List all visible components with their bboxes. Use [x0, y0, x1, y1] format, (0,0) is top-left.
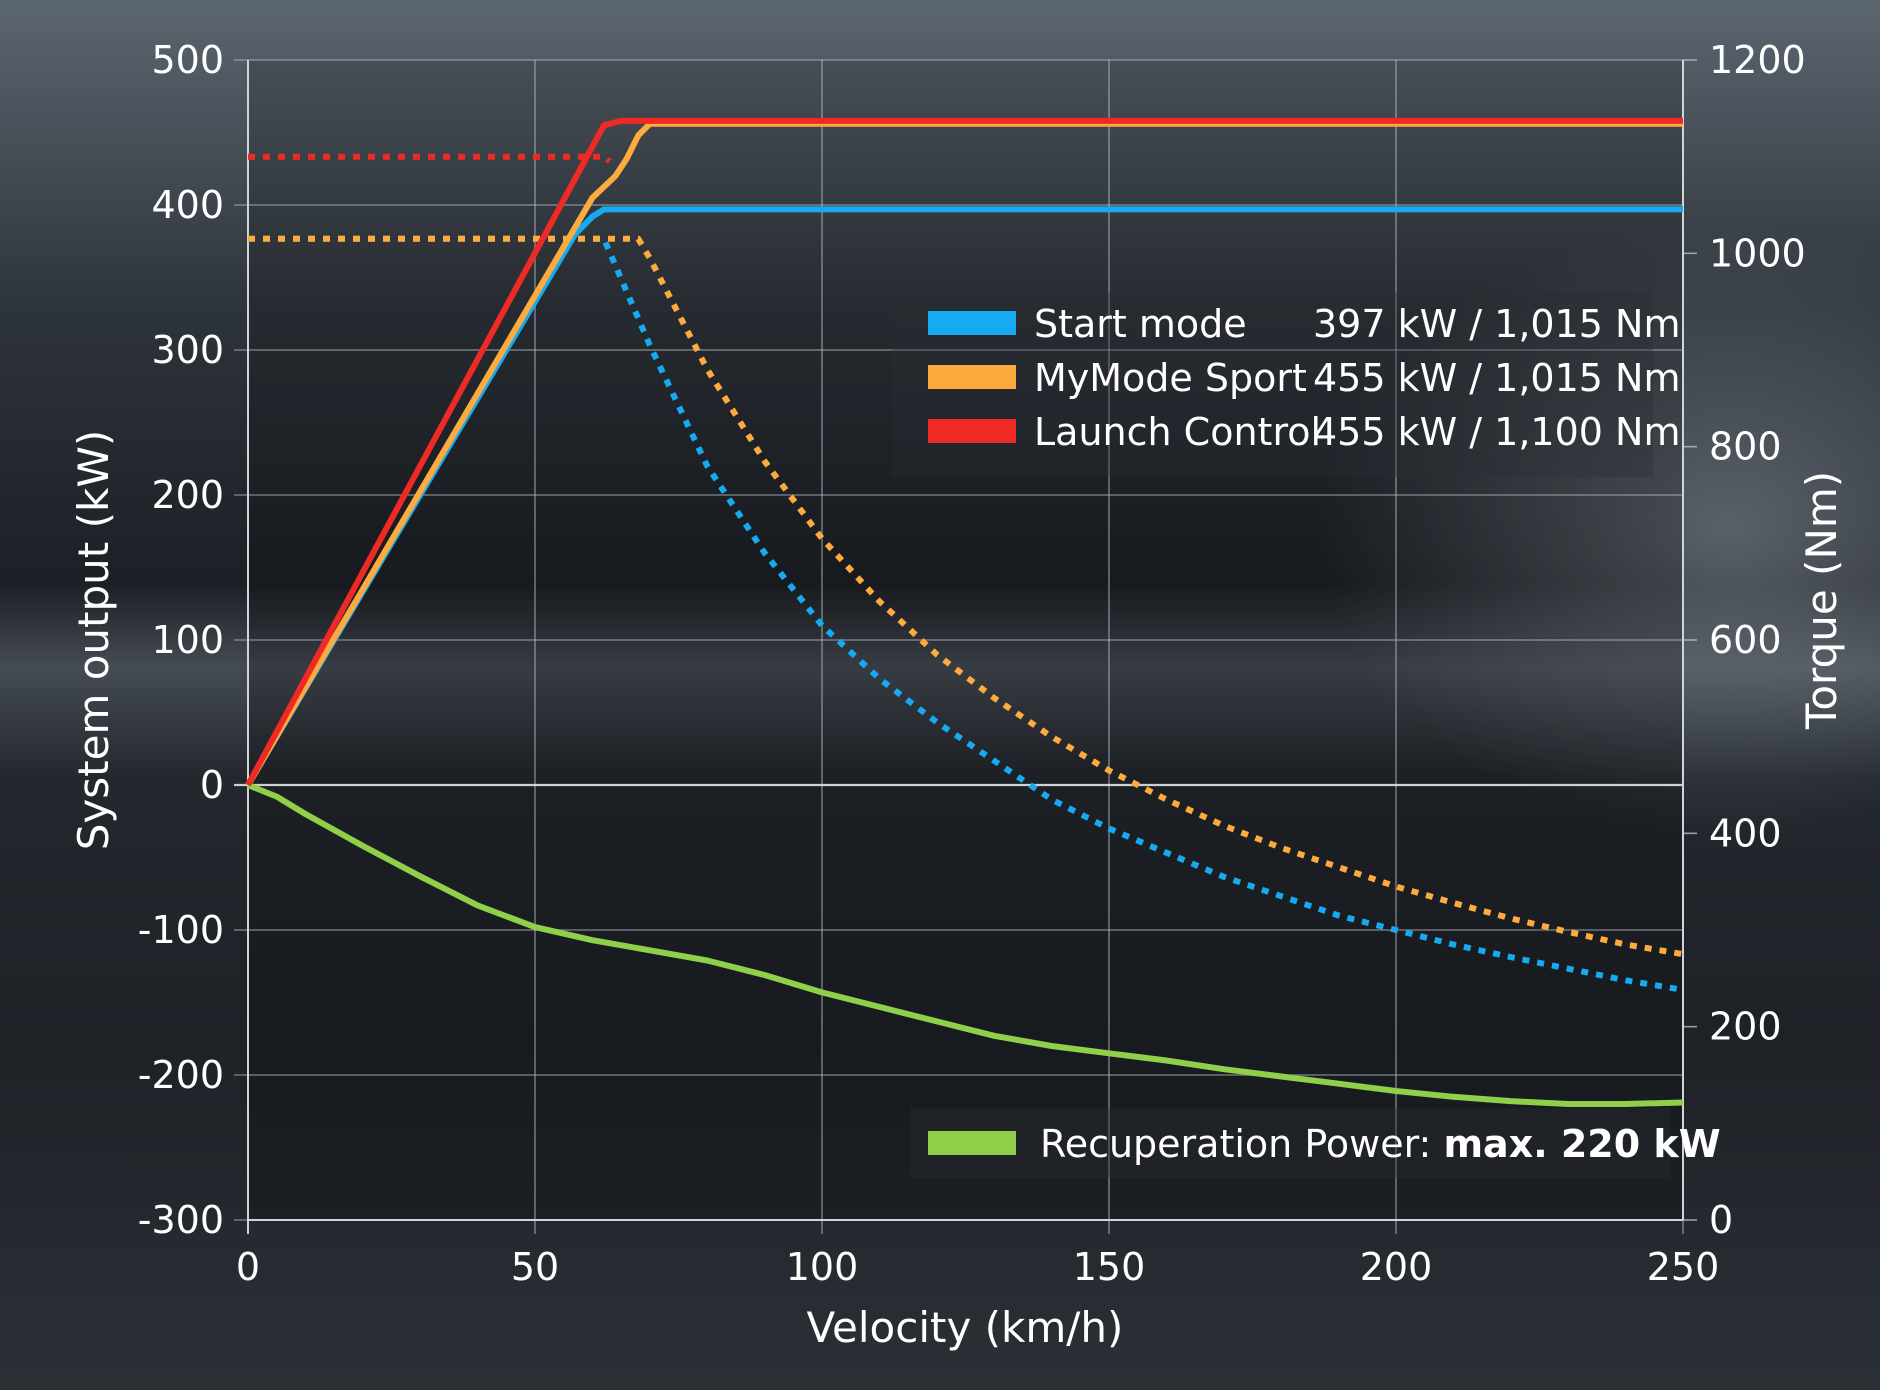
- series-line-launch-control-torque: [248, 153, 612, 164]
- y-left-tick-label: 500: [151, 38, 224, 82]
- legend-label-launch-control: Launch Control: [1034, 410, 1321, 454]
- legend-spec-start-mode: 397 kW / 1,015 Nm: [1313, 302, 1680, 346]
- legend: Start mode 397 kW / 1,015 Nm MyMode Spor…: [893, 292, 1680, 477]
- legend-spec-recuperation: max. 220 kW: [1443, 1122, 1720, 1166]
- legend-spec-launch-control: 455 kW / 1,100 Nm: [1313, 410, 1680, 454]
- x-axis-label: Velocity (km/h): [807, 1303, 1124, 1352]
- series-line-recuperation-power: [246, 782, 1684, 1107]
- y-right-tick-label: 600: [1709, 618, 1782, 662]
- x-tick-label: 0: [236, 1245, 260, 1289]
- tick-labels: 0 50 100 150 200 250 -300 -200 -100 0 100 200 300 400…: [138, 38, 1806, 1289]
- x-tick-label: 200: [1360, 1245, 1433, 1289]
- legend-swatch-mymode-sport: [928, 365, 1016, 389]
- legend-swatch-launch-control: [928, 419, 1016, 443]
- y-left-tick-label: -200: [138, 1053, 224, 1097]
- y-right-tick-label: 800: [1709, 425, 1782, 469]
- y-right-tick-label: 0: [1709, 1198, 1733, 1242]
- y-left-tick-label: 200: [151, 473, 224, 517]
- y-left-tick-label: 0: [200, 763, 224, 807]
- x-tick-label: 50: [511, 1245, 559, 1289]
- series-layer: [245, 117, 1684, 1107]
- y-right-tick-label: 400: [1709, 811, 1782, 855]
- y-right-tick-label: 1000: [1709, 231, 1806, 275]
- series-line-mymode-sport-torque: [248, 235, 1684, 958]
- y-axis-right-label: Torque (Nm): [1797, 471, 1846, 730]
- y-left-tick-label: 100: [151, 618, 224, 662]
- y-right-tick-label: 1200: [1709, 38, 1806, 82]
- legend-background: [893, 292, 1653, 477]
- x-tick-label: 250: [1647, 1245, 1720, 1289]
- legend-swatch-start-mode: [928, 311, 1016, 335]
- legend-swatch-recuperation: [928, 1131, 1016, 1155]
- y-left-tick-label: -100: [138, 908, 224, 952]
- x-tick-label: 150: [1073, 1245, 1146, 1289]
- legend-label-mymode-sport: MyMode Sport: [1034, 356, 1307, 400]
- legend-label-start-mode: Start mode: [1034, 302, 1247, 346]
- y-left-tick-label: 400: [151, 183, 224, 227]
- y-right-tick-label: 200: [1709, 1005, 1782, 1049]
- legend-recuperation-background: [910, 1108, 1670, 1178]
- legend-spec-mymode-sport: 455 kW / 1,015 Nm: [1313, 356, 1680, 400]
- x-tick-label: 100: [786, 1245, 859, 1289]
- y-left-tick-label: 300: [151, 328, 224, 372]
- y-left-tick-label: -300: [138, 1198, 224, 1242]
- series-line-launch-control: [245, 117, 1683, 787]
- y-axis-left-label: System output (kW): [69, 430, 118, 850]
- legend-label-recuperation: Recuperation Power:: [1040, 1122, 1431, 1166]
- series-line-start-mode-torque: [248, 235, 1684, 993]
- legend-recuperation-text: Recuperation Power: max. 220 kW: [1040, 1122, 1721, 1166]
- legend-recuperation: Recuperation Power: max. 220 kW: [910, 1108, 1721, 1178]
